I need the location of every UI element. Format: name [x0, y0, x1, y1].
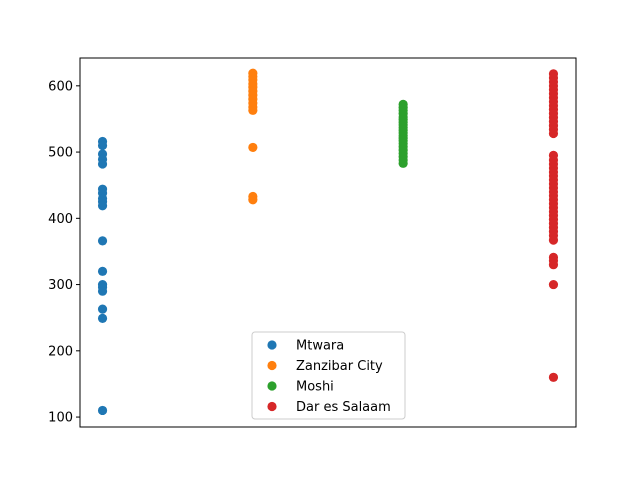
data-point: [97, 313, 108, 323]
data-point: [97, 201, 108, 211]
plot-area-frame: [79, 57, 577, 428]
data-point: [97, 266, 108, 276]
series-moshi: [398, 99, 408, 168]
data-point: [398, 158, 408, 168]
legend-label: Dar es Salaam: [296, 400, 391, 415]
points-layer: [97, 68, 559, 416]
legend-label: Mtwara: [296, 339, 344, 354]
y-axis: 100 200 300 400 500 600: [48, 79, 80, 426]
data-point: [97, 286, 108, 296]
legend: Mtwara Zanzibar City Moshi Dar es Salaam: [251, 331, 406, 420]
y-tick-label: 400: [48, 212, 73, 227]
legend-label: Zanzibar City: [296, 359, 383, 374]
data-point: [248, 105, 258, 115]
data-point: [97, 405, 108, 416]
data-point: [548, 372, 559, 382]
series-zanzibar-city: [248, 68, 258, 205]
data-point: [548, 128, 559, 139]
legend-marker: [267, 360, 277, 371]
legend-marker: [267, 340, 277, 350]
series-mtwara: [97, 136, 108, 416]
data-point: [97, 236, 108, 246]
legend-marker: [267, 381, 277, 391]
data-point: [248, 142, 258, 153]
data-point: [97, 140, 108, 151]
legend-box: [251, 331, 406, 420]
y-tick-label: 100: [48, 411, 73, 426]
data-point: [548, 279, 559, 290]
data-point: [548, 260, 559, 270]
data-point: [97, 159, 108, 169]
data-point: [548, 235, 559, 245]
data-point: [248, 195, 258, 205]
legend-label: Moshi: [296, 380, 334, 395]
y-tick-label: 600: [48, 79, 73, 94]
y-tick-label: 200: [48, 344, 73, 359]
legend-marker: [267, 401, 277, 412]
data-point: [97, 304, 108, 314]
series-dar-es-salaam: [548, 69, 559, 382]
y-tick-label: 500: [48, 146, 73, 161]
y-tick-label: 300: [48, 278, 73, 293]
